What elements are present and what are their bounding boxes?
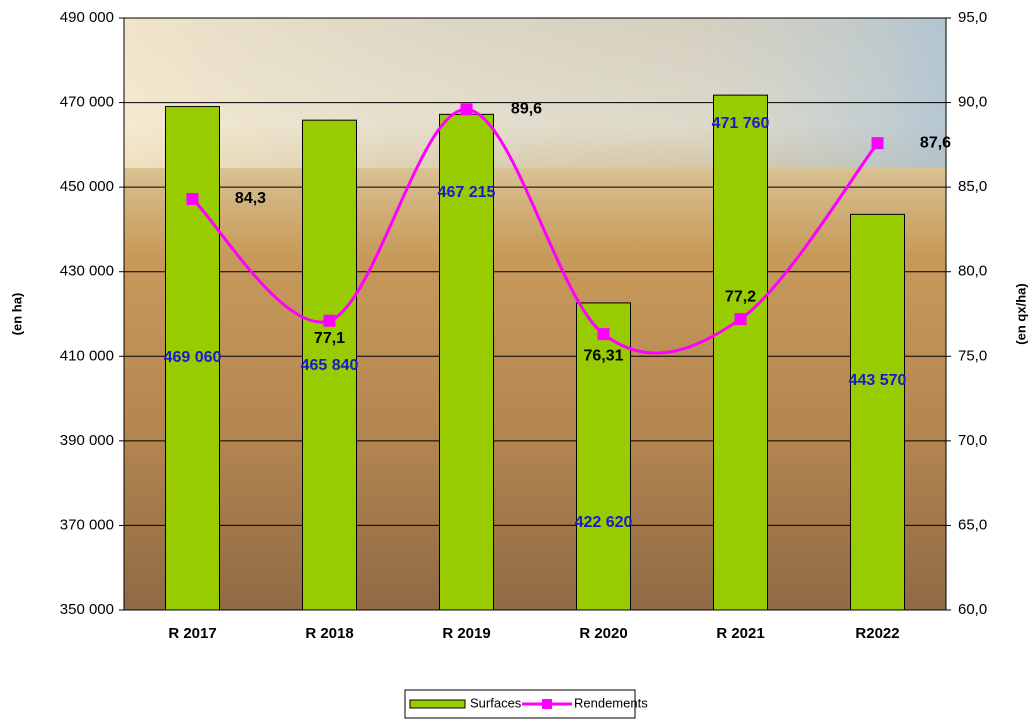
y-tick-label: 430 000 bbox=[60, 263, 114, 280]
y2-tick-label: 90,0 bbox=[958, 94, 987, 111]
data-label: 422 620 bbox=[575, 514, 633, 531]
marker bbox=[597, 328, 610, 341]
data-label: 467 215 bbox=[438, 184, 496, 201]
y2-tick-label: 75,0 bbox=[958, 347, 987, 364]
y-tick-label: 410 000 bbox=[60, 347, 114, 364]
line bbox=[191, 107, 879, 355]
y2-axis-title: (en qx/ha) bbox=[1013, 283, 1028, 344]
y-tick-label: 450 000 bbox=[60, 178, 114, 195]
legend-swatch bbox=[409, 699, 466, 709]
x-tick-label: R2022 bbox=[855, 625, 899, 642]
marker bbox=[323, 314, 336, 327]
y-tick-label: 390 000 bbox=[60, 432, 114, 449]
marker bbox=[734, 313, 747, 326]
data-label: 77,2 bbox=[725, 288, 756, 305]
data-label: 471 760 bbox=[712, 115, 770, 132]
bar bbox=[302, 119, 357, 611]
y-tick-label: 350 000 bbox=[60, 601, 114, 618]
y-tick-label: 490 000 bbox=[60, 9, 114, 26]
legend-label: Surfaces bbox=[470, 695, 522, 710]
marker bbox=[186, 192, 199, 205]
x-tick-label: R 2020 bbox=[579, 625, 627, 642]
y-axis-title: (en ha) bbox=[9, 293, 24, 336]
bar bbox=[165, 106, 220, 611]
legend-swatch bbox=[542, 699, 552, 709]
data-label: 87,6 bbox=[920, 134, 951, 151]
bar bbox=[713, 94, 768, 611]
x-tick-label: R 2018 bbox=[305, 625, 353, 642]
bar bbox=[576, 302, 631, 611]
data-label: 89,6 bbox=[511, 101, 542, 118]
y2-tick-label: 80,0 bbox=[958, 263, 987, 280]
y2-tick-label: 95,0 bbox=[958, 9, 987, 26]
data-label: 76,31 bbox=[583, 347, 623, 364]
y-tick-label: 470 000 bbox=[60, 94, 114, 111]
data-label: 84,3 bbox=[235, 190, 266, 207]
sky bbox=[124, 18, 946, 168]
y2-tick-label: 60,0 bbox=[958, 601, 987, 618]
y-tick-label: 370 000 bbox=[60, 516, 114, 533]
x-tick-label: R 2019 bbox=[442, 625, 490, 642]
y2-tick-label: 65,0 bbox=[958, 516, 987, 533]
legend-label: Rendements bbox=[574, 695, 648, 710]
y2-tick-label: 70,0 bbox=[958, 432, 987, 449]
y2-tick-label: 85,0 bbox=[958, 178, 987, 195]
data-label: 465 840 bbox=[301, 357, 359, 374]
bar bbox=[850, 213, 905, 611]
data-label: 469 060 bbox=[164, 349, 222, 366]
x-tick-label: R 2017 bbox=[168, 625, 216, 642]
x-tick-label: R 2021 bbox=[716, 625, 764, 642]
marker bbox=[871, 137, 884, 150]
data-label: 443 570 bbox=[849, 372, 907, 389]
data-label: 77,1 bbox=[314, 330, 345, 347]
marker bbox=[460, 103, 473, 116]
